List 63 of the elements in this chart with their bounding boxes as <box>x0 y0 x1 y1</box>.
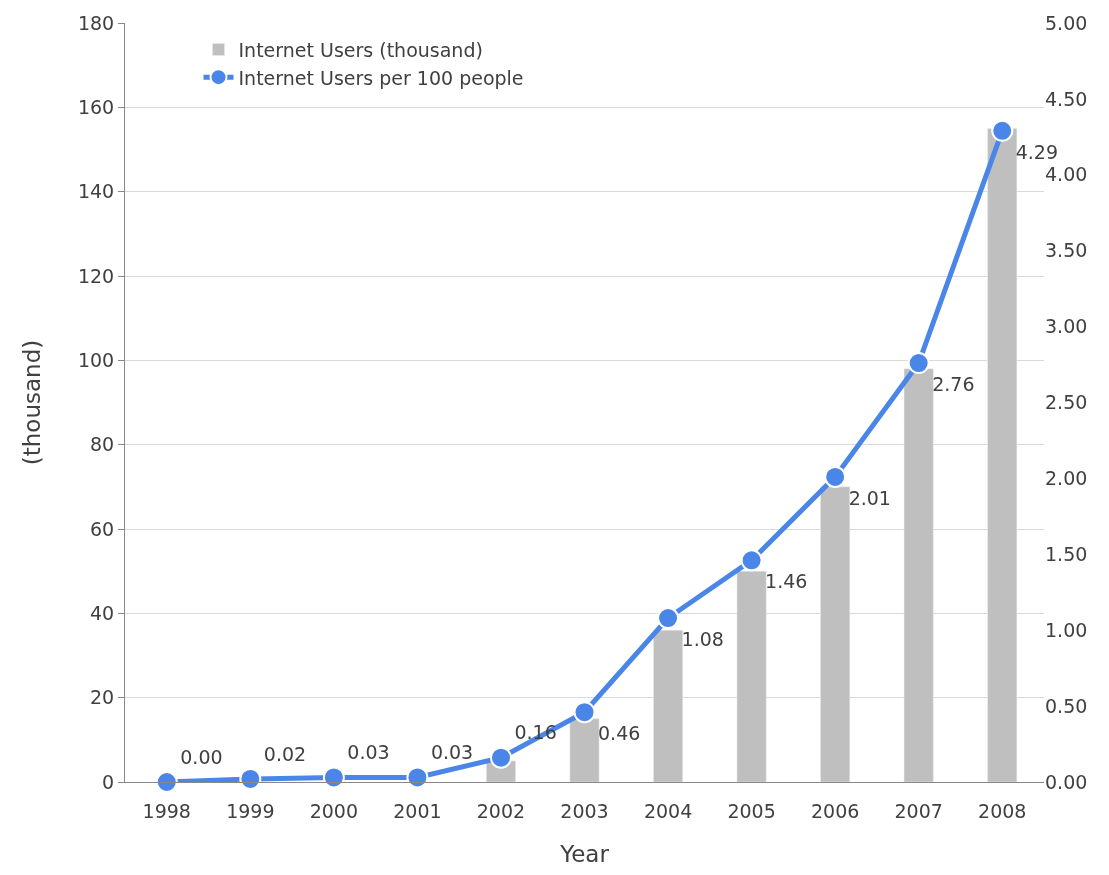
x-tick-label: 2006 <box>810 799 860 822</box>
x-tick-label: 1998 <box>142 799 191 822</box>
x-tick-label: 2007 <box>894 799 943 822</box>
point <box>824 465 847 488</box>
point <box>406 766 429 789</box>
data-label: 0.00 <box>180 745 223 768</box>
bar <box>820 486 851 782</box>
data-label: 2.01 <box>848 486 891 509</box>
y2-tick-label: 0.50 <box>1045 694 1088 717</box>
x-tick-label: 2004 <box>643 799 693 822</box>
y-tick-label: 160 <box>77 95 115 118</box>
data-label: 0.03 <box>347 741 390 764</box>
data-label: 0.03 <box>430 741 474 764</box>
y-tick-label: 120 <box>77 264 115 287</box>
y-tick-label: 140 <box>77 180 115 203</box>
y-tick-label: 80 <box>90 433 115 456</box>
x-tick-label: 2005 <box>727 799 776 822</box>
bar <box>736 570 767 782</box>
y2-tick-label: 4.00 <box>1045 163 1088 186</box>
point <box>322 766 345 789</box>
point <box>573 701 596 724</box>
point <box>239 767 262 790</box>
y-tick-label: 20 <box>90 686 115 709</box>
data-label: 1.08 <box>681 627 724 650</box>
x-tick-label: 2001 <box>393 799 442 822</box>
y2-tick-label: 2.50 <box>1045 391 1088 414</box>
y2-tick-label: 2.00 <box>1045 467 1088 490</box>
x-axis-title: Year <box>559 841 610 868</box>
bar <box>653 629 683 782</box>
data-label: 0.02 <box>263 742 307 765</box>
point <box>489 746 512 769</box>
y2-tick-label: 1.50 <box>1045 542 1088 565</box>
data-label: 4.29 <box>1015 140 1059 163</box>
y2-tick-label: 1.00 <box>1045 618 1088 641</box>
x-tick-label: 2003 <box>560 799 609 822</box>
point <box>907 352 930 375</box>
x-tick-label: 2000 <box>309 799 359 822</box>
y-tick-label: 40 <box>90 601 115 624</box>
point <box>991 119 1014 142</box>
y-tick-label: 100 <box>77 348 115 371</box>
bar <box>569 718 600 782</box>
y2-tick-label: 0.00 <box>1045 770 1088 793</box>
x-tick-label: 2002 <box>476 799 526 822</box>
y2-tick-label: 4.50 <box>1045 87 1088 110</box>
point <box>740 549 763 572</box>
legend-label: Internet Users per 100 people <box>238 66 524 89</box>
data-label: 2.76 <box>932 372 975 395</box>
y2-tick-label: 3.00 <box>1045 315 1088 338</box>
data-label: 0.46 <box>598 721 641 744</box>
x-tick-label: 1999 <box>226 799 275 822</box>
y-axis-title: (thousand) <box>19 339 46 466</box>
legend-label: Internet Users (thousand) <box>238 38 483 61</box>
y-tick-label: 0 <box>102 770 115 793</box>
bar <box>987 128 1018 782</box>
bar <box>903 368 934 782</box>
y2-tick-label: 3.50 <box>1045 239 1088 262</box>
y-tick-label: 60 <box>90 517 115 540</box>
y-tick-label: 180 <box>77 11 115 34</box>
point <box>657 607 680 630</box>
point <box>155 771 178 793</box>
data-label: 1.46 <box>765 570 808 593</box>
y2-tick-label: 5.00 <box>1045 11 1088 34</box>
x-tick-label: 2008 <box>978 799 1027 822</box>
